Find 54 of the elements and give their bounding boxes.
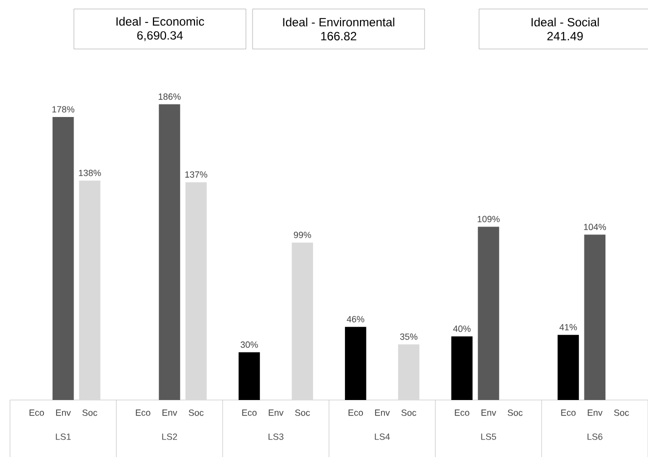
text: Eco <box>136 410 150 416</box>
text: Eco <box>348 410 363 416</box>
bar <box>558 334 579 400</box>
x-tick-label: LS2 <box>162 434 178 440</box>
data-label: 109% <box>478 216 500 222</box>
text: Eco <box>30 410 44 416</box>
text: Soc <box>614 410 629 416</box>
bar <box>185 182 207 400</box>
x-tick-label: LS5 <box>481 434 496 440</box>
text: Env <box>375 410 390 416</box>
data-label: 30% <box>240 341 258 348</box>
text: Soc <box>508 410 523 416</box>
text: Soc <box>401 410 416 416</box>
text: Env <box>588 410 603 416</box>
x-tick-label: LS1 <box>56 434 71 440</box>
series-label: Env <box>56 410 71 416</box>
data-label: 46% <box>346 316 364 322</box>
text: Soc <box>295 410 310 416</box>
series-label: Eco <box>242 410 257 416</box>
data-label: 35% <box>400 333 418 340</box>
text: 166.82 <box>321 32 356 40</box>
text: Ideal - Social <box>532 18 599 26</box>
data-label: 137% <box>185 171 208 178</box>
text: Eco <box>561 410 576 416</box>
data-label: 186% <box>158 93 181 100</box>
data-label: 104% <box>584 224 606 230</box>
x-tick-label: LS4 <box>374 434 390 440</box>
bar <box>79 180 100 400</box>
bar <box>238 352 260 400</box>
bar <box>52 117 74 400</box>
bar <box>584 234 606 400</box>
text: Eco <box>454 410 470 416</box>
bar <box>158 104 180 400</box>
text: Env <box>268 410 284 416</box>
data-label: 40% <box>453 326 471 332</box>
bar <box>451 336 473 400</box>
data-label: 138% <box>78 170 101 176</box>
data-label: 99% <box>294 232 312 238</box>
x-tick-label: LS6 <box>588 434 602 440</box>
bar <box>292 242 314 400</box>
bar <box>344 326 366 400</box>
text: Ideal - Economic <box>116 16 204 26</box>
series-label: Soc <box>82 410 98 416</box>
text: Env <box>482 410 496 416</box>
text: 241.49 <box>547 32 583 40</box>
text: Env <box>162 410 178 416</box>
x-tick-label: LS3 <box>268 434 284 440</box>
text: 6,690.34 <box>137 31 183 42</box>
data-label: 178% <box>52 106 74 113</box>
bar <box>398 344 420 400</box>
bar <box>478 226 500 400</box>
data-label: 41% <box>559 324 577 330</box>
text: Ideal - Environmental <box>283 18 394 26</box>
text: Soc <box>188 410 204 416</box>
